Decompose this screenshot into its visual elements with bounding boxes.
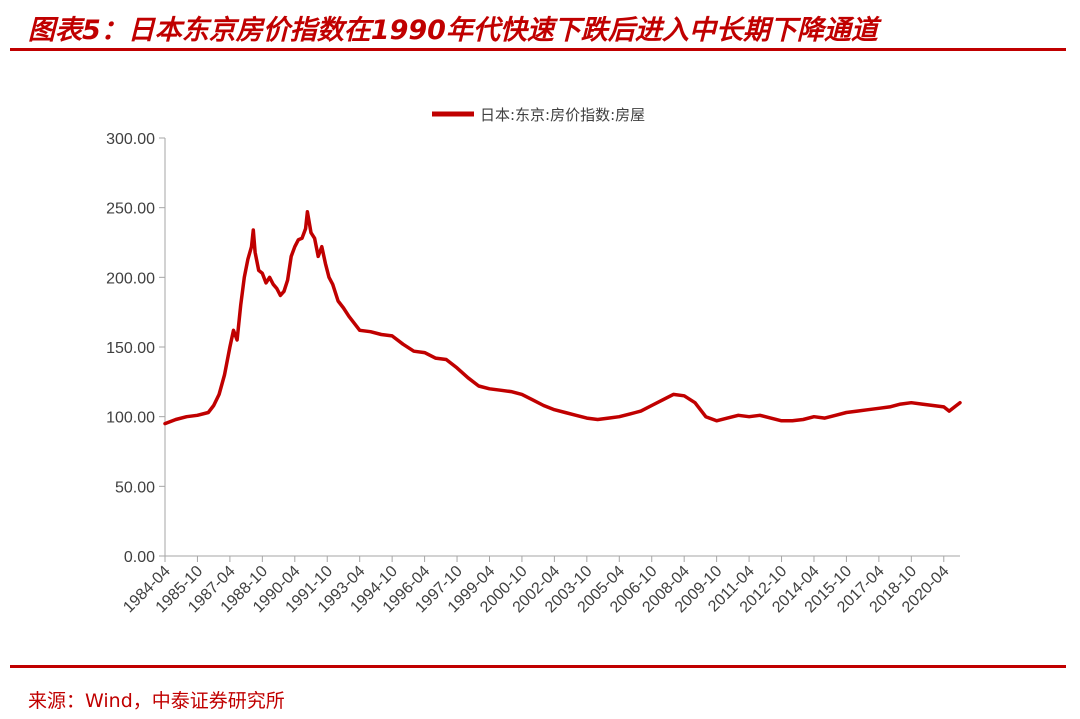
chart-title: 图表5：日本东京房价指数在1990年代快速下跌后进入中长期下降通道 xyxy=(28,15,878,46)
series-layer xyxy=(163,210,962,426)
y-tick-label: 50.00 xyxy=(115,479,155,496)
y-tick-label: 200.00 xyxy=(106,270,155,287)
y-axis: 0.00 50.00 100.00 150.00 200.00 250.00 300.00 xyxy=(106,131,166,566)
series-line xyxy=(163,210,962,426)
legend-label: 日本:东京:房价指数:房屋 xyxy=(480,106,645,124)
legend: 日本:东京:房价指数:房屋 xyxy=(432,106,645,124)
source-note: 来源：Wind，中泰证券研究所 xyxy=(28,690,285,712)
y-tick-label: 0.00 xyxy=(124,549,155,566)
y-tick-label: 150.00 xyxy=(106,340,155,357)
title-divider xyxy=(10,48,1066,51)
x-axis: 1984-041985-101987-041988-101990-041991-… xyxy=(120,555,960,616)
footer-divider xyxy=(10,665,1066,668)
y-tick-label: 250.00 xyxy=(106,201,155,218)
y-tick-label: 100.00 xyxy=(106,410,155,427)
y-tick-label: 300.00 xyxy=(106,131,155,148)
